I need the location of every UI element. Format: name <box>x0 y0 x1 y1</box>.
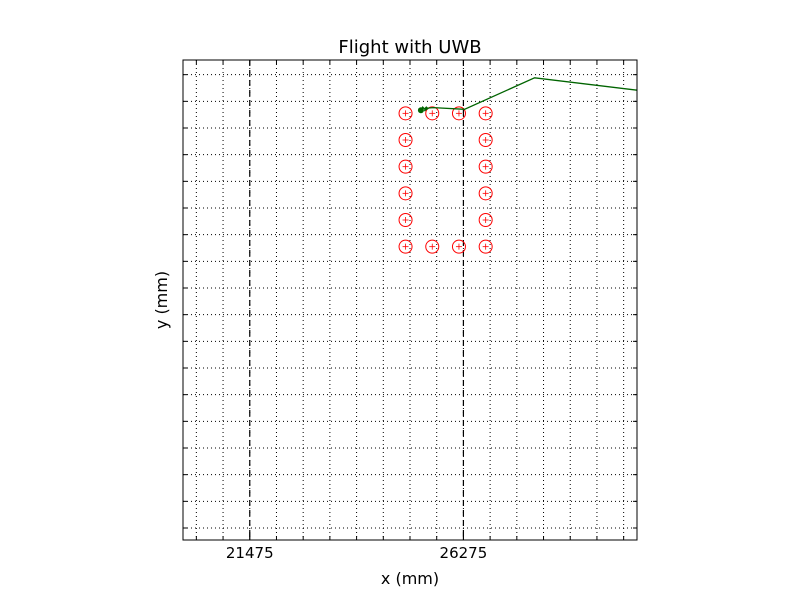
waypoint-marker <box>451 239 466 254</box>
waypoint-circle <box>398 213 413 227</box>
waypoint-circle <box>425 106 440 121</box>
waypoint-circle <box>398 186 413 201</box>
waypoint-marker <box>425 239 440 254</box>
x-tick-label: 21475 <box>226 544 274 562</box>
waypoint-circle <box>478 213 493 227</box>
waypoint-marker <box>398 106 413 121</box>
waypoint-circle <box>478 159 493 174</box>
waypoint-marker <box>398 159 413 174</box>
waypoint-marker <box>478 159 493 174</box>
waypoint-marker <box>398 186 413 201</box>
x-axis-label: x (mm) <box>381 569 439 588</box>
waypoint-circle <box>425 239 440 254</box>
waypoint-marker <box>478 106 493 121</box>
data-series <box>398 77 638 254</box>
waypoint-circle <box>478 106 493 121</box>
plot-area: 21475 26275 <box>182 59 638 562</box>
waypoint-circle <box>398 106 413 121</box>
waypoint-circle <box>398 239 413 254</box>
waypoint-marker <box>451 106 466 121</box>
chart-title: Flight with UWB <box>338 37 481 58</box>
y-axis-label: y (mm) <box>152 271 171 329</box>
waypoint-circle <box>478 186 493 201</box>
trajectory-start-marker <box>417 107 424 114</box>
waypoint-circle <box>398 159 413 174</box>
x-tick-label: 26275 <box>440 544 488 562</box>
waypoint-circle <box>478 133 493 147</box>
waypoint-circle <box>451 239 466 254</box>
waypoint-marker <box>398 133 413 147</box>
waypoint-marker <box>425 106 440 121</box>
waypoint-marker <box>478 133 493 147</box>
waypoint-circle <box>398 133 413 147</box>
waypoint-marker <box>478 213 493 227</box>
waypoint-marker <box>398 213 413 227</box>
waypoint-marker <box>398 239 413 254</box>
waypoint-marker <box>478 186 493 201</box>
axis-ticks: 21475 26275 <box>183 60 637 562</box>
trajectory-line <box>420 77 638 112</box>
reference-lines <box>249 60 465 540</box>
waypoint-marker <box>478 239 493 254</box>
waypoint-circle <box>478 239 493 254</box>
waypoint-circle <box>451 106 466 121</box>
